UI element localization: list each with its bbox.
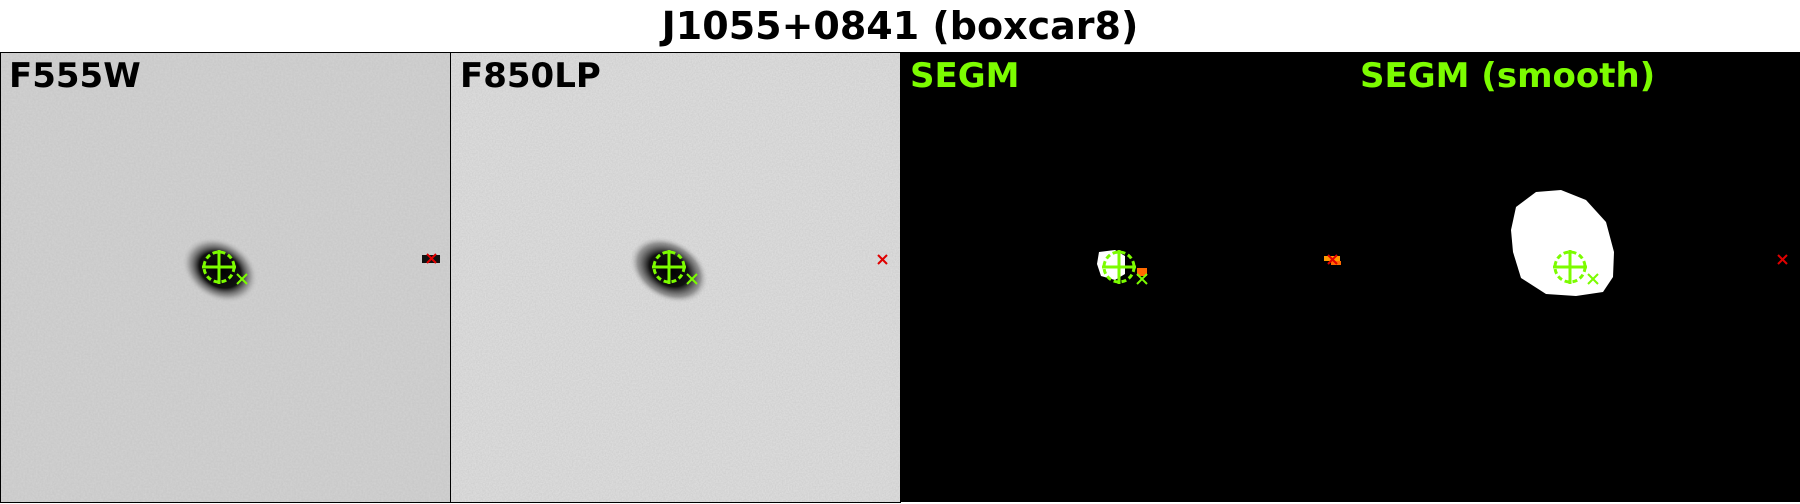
offset-x-marker <box>1136 273 1148 285</box>
segm-smooth-image <box>1351 52 1800 502</box>
panel-f850lp: F850LP <box>451 52 901 502</box>
smooth-segment-region <box>1511 190 1614 296</box>
f850lp-image <box>451 52 901 502</box>
red-x-marker <box>877 254 888 265</box>
offset-x-marker <box>236 273 248 285</box>
panel-segm: SEGM <box>901 52 1351 502</box>
segm-image <box>901 52 1351 502</box>
segment-orange <box>1137 268 1147 276</box>
center-marker <box>1553 250 1587 284</box>
panel-f555w: F555W <box>0 52 450 502</box>
center-marker <box>1102 250 1136 284</box>
figure-title: J1055+0841 (boxcar8) <box>661 4 1139 48</box>
panel-row: F555W <box>0 52 1800 504</box>
red-x-marker <box>426 253 437 264</box>
center-marker <box>652 250 686 284</box>
panel-label: SEGM (smooth) <box>1360 56 1656 96</box>
panel-divider <box>450 52 451 502</box>
panel-segm-smooth: SEGM (smooth) <box>1351 52 1800 502</box>
panel-label: F850LP <box>460 56 601 96</box>
center-marker <box>202 250 236 284</box>
panel-label: F555W <box>9 56 141 96</box>
panel-label: SEGM <box>910 56 1020 96</box>
red-x-marker <box>1777 254 1788 265</box>
f555w-image <box>0 52 450 502</box>
red-x-marker <box>1327 254 1338 265</box>
offset-x-marker <box>1587 273 1599 285</box>
offset-x-marker <box>686 273 698 285</box>
segment-region <box>1097 250 1125 280</box>
